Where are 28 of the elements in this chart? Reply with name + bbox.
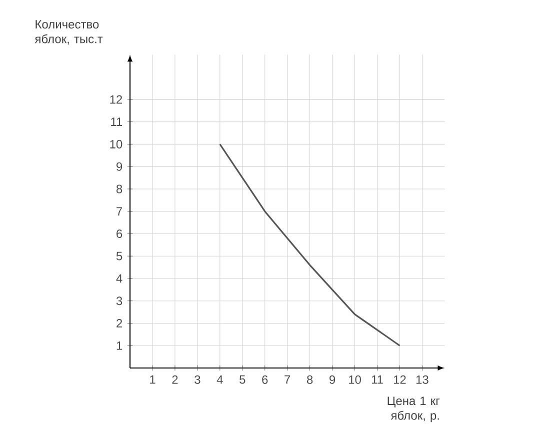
x-tick-label: 10 [349, 375, 361, 384]
y-tick-label: 3 [116, 296, 122, 306]
y-tick-label: 5 [116, 252, 122, 260]
x-tick-label: 8 [307, 375, 313, 384]
y-tick-label: 6 [116, 229, 122, 238]
y-tick-label: 10 [110, 140, 122, 148]
x-tick-label: 12 [394, 375, 406, 384]
y-tick-label: 1 [116, 341, 122, 350]
x-tick-label: 6 [262, 375, 268, 384]
x-tick-label: 9 [330, 375, 336, 384]
x-tick-label: 2 [172, 375, 178, 384]
y-tick-label: 4 [116, 274, 122, 283]
y-tick-label: 9 [116, 162, 122, 171]
x-tick-label: 3 [194, 375, 200, 384]
y-tick-label: 12 [110, 95, 122, 104]
y-axis-title: Количество яблок, тыс.т [34, 20, 103, 45]
x-tick-label: 13 [416, 375, 428, 384]
y-tick-label: 7 [116, 207, 122, 216]
x-tick-label: 7 [284, 375, 290, 384]
y-tick-label: 11 [111, 118, 122, 126]
x-tick-label: 5 [240, 375, 246, 384]
line-series [219, 143, 401, 346]
x-tick-label: 4 [216, 375, 223, 384]
x-tick-label: 1 [150, 375, 156, 384]
y-tick-label: 8 [116, 184, 122, 194]
y-tick-label: 2 [116, 319, 122, 328]
x-tick-label: 11 [372, 375, 383, 384]
x-axis-title: Цена 1 кг яблок, р. [388, 396, 440, 422]
